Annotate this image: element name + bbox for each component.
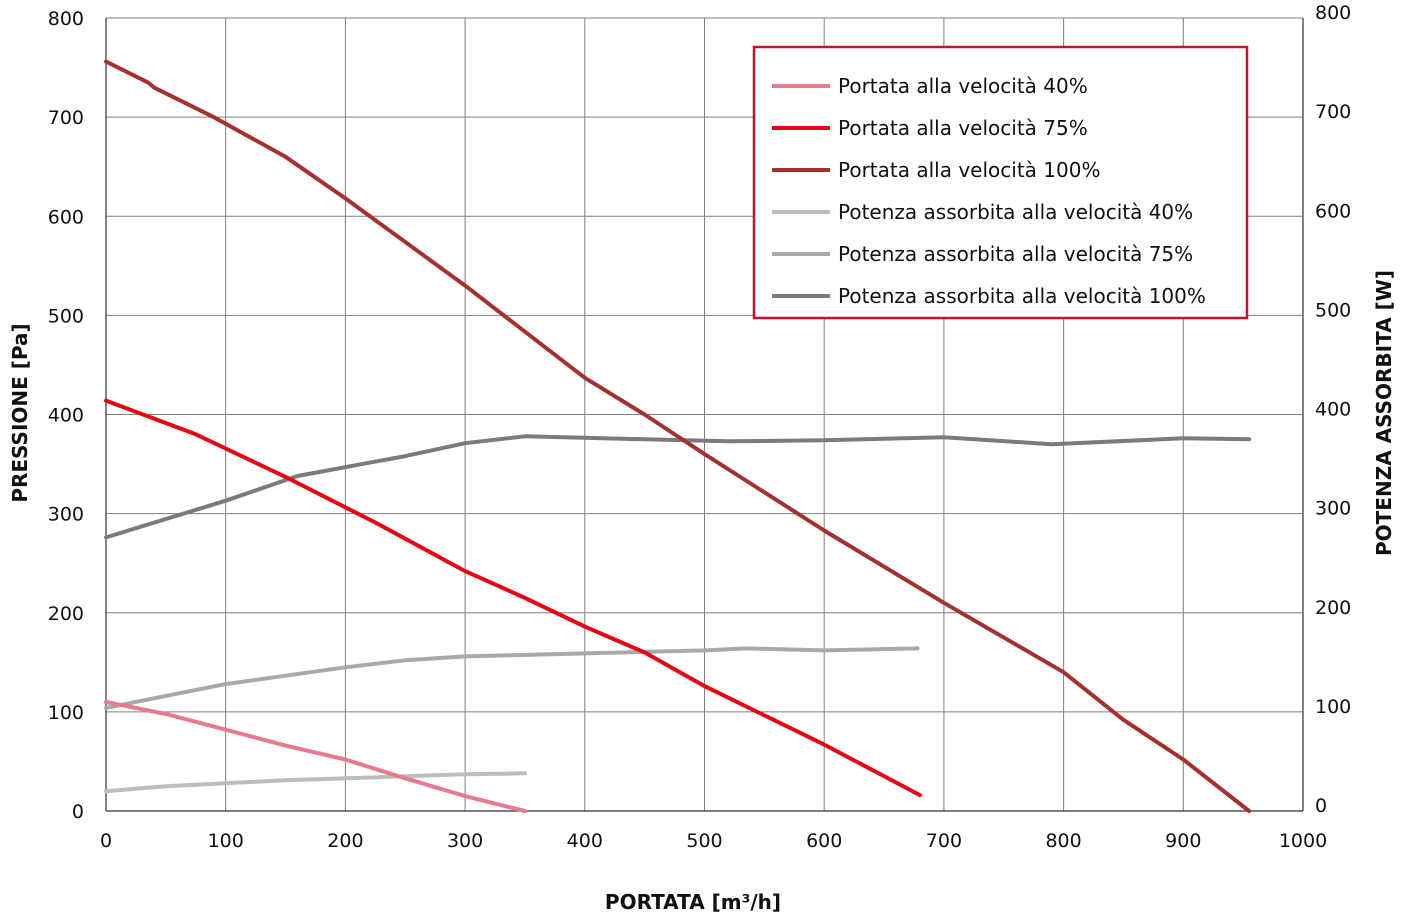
y2-tick-label: 700	[1315, 101, 1351, 123]
x-tick-label: 1000	[1279, 830, 1327, 852]
series-line-5	[104, 646, 920, 710]
tick-labels: 0 100 200 300 400 500 600 700 800 900 100001002003…	[48, 2, 1352, 852]
y-tick-label: 800	[48, 8, 84, 30]
y2-tick-label: 200	[1315, 597, 1351, 619]
y2-tick-label: 300	[1315, 498, 1351, 520]
series-line-4	[104, 771, 527, 794]
y-axis-title: PRESSIONE [Pa]	[8, 323, 32, 502]
y2-axis-title: POTENZA ASSORBITA [W]	[1372, 270, 1396, 556]
series	[104, 59, 1252, 813]
y-tick-label: 100	[48, 702, 84, 724]
x-tick-label: 400	[567, 830, 603, 852]
y2-tick-label: 800	[1315, 2, 1351, 24]
y-tick-label: 0	[72, 801, 84, 823]
y-tick-label: 300	[48, 504, 84, 526]
legend-label: Portata alla velocità 75%	[838, 116, 1088, 140]
legend-item: Potenza assorbita alla velocità 75%	[772, 242, 1193, 266]
y2-tick-label: 400	[1315, 399, 1351, 421]
x-tick-label: 500	[686, 830, 722, 852]
y-tick-label: 200	[48, 603, 84, 625]
y-tick-label: 500	[48, 305, 84, 327]
series-line-6	[104, 434, 1252, 540]
legend-item: Portata alla velocità 100%	[772, 158, 1100, 182]
series-line-1	[104, 700, 527, 813]
series-line-3	[104, 59, 1252, 813]
y-tick-label: 400	[48, 405, 84, 427]
legend-label: Potenza assorbita alla velocità 75%	[838, 242, 1193, 266]
legend-item: Potenza assorbita alla velocità 100%	[772, 284, 1206, 308]
y2-tick-label: 0	[1315, 795, 1327, 817]
y2-tick-label: 500	[1315, 299, 1351, 321]
y2-tick-label: 600	[1315, 200, 1351, 222]
x-tick-label: 300	[447, 830, 483, 852]
x-tick-label: 900	[1165, 830, 1201, 852]
x-tick-label: 0	[100, 830, 112, 852]
legend: Portata alla velocità 40% Portata alla ve…	[752, 45, 1249, 320]
axes	[105, 18, 1304, 812]
y2-tick-label: 100	[1315, 696, 1351, 718]
legend-label: Portata alla velocità 100%	[838, 158, 1100, 182]
legend-item: Portata alla velocità 75%	[772, 116, 1088, 140]
legend-label: Potenza assorbita alla velocità 40%	[838, 200, 1193, 224]
x-tick-label: 700	[926, 830, 962, 852]
x-tick-label: 200	[327, 830, 363, 852]
legend-item: Potenza assorbita alla velocità 40%	[772, 200, 1193, 224]
x-axis-title: PORTATA [m³/h]	[605, 890, 781, 914]
y-tick-label: 700	[48, 107, 84, 129]
x-tick-label: 600	[806, 830, 842, 852]
legend-frame	[752, 45, 1249, 320]
y-tick-label: 600	[48, 206, 84, 228]
legend-label: Potenza assorbita alla velocità 100%	[838, 284, 1206, 308]
x-tick-label: 100	[208, 830, 244, 852]
series-line-2	[104, 398, 922, 798]
legend-label: Portata alla velocità 40%	[838, 74, 1088, 98]
legend-item: Portata alla velocità 40%	[772, 74, 1088, 98]
x-tick-label: 800	[1045, 830, 1081, 852]
